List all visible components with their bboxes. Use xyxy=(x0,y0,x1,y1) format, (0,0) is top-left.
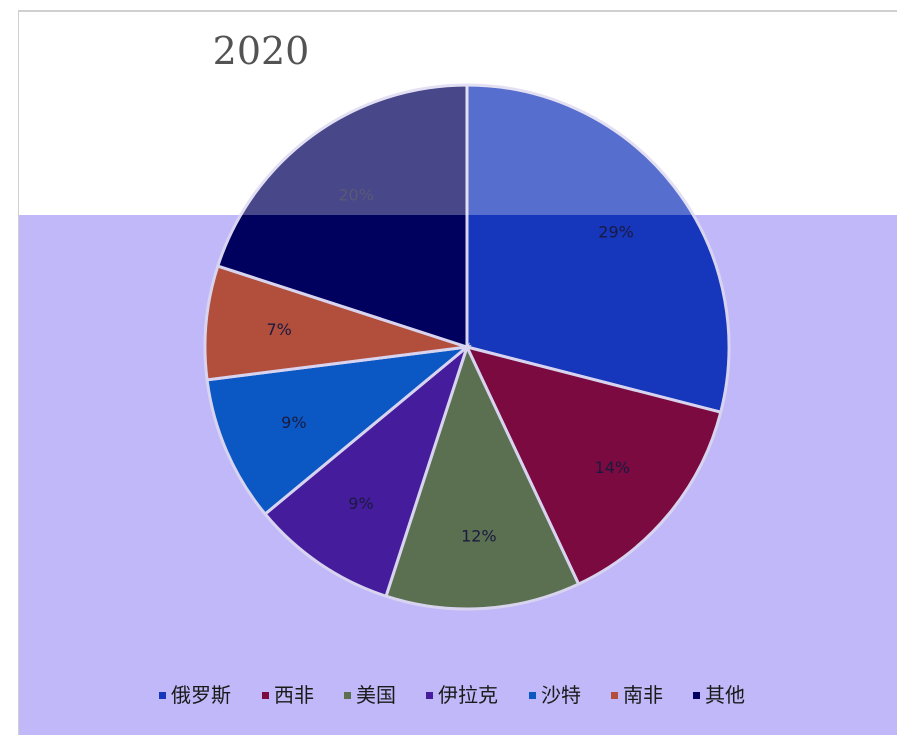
legend-label: 南非 xyxy=(623,683,663,707)
legend-swatch xyxy=(611,692,618,699)
data-label: 20% xyxy=(338,185,374,204)
legend-label: 西非 xyxy=(274,683,314,707)
pie-slice xyxy=(215,83,469,350)
legend-label: 其他 xyxy=(705,683,745,707)
pie-slice xyxy=(203,264,468,382)
pie-slice xyxy=(465,83,731,414)
pie-slice xyxy=(384,342,581,611)
legend-swatch xyxy=(159,692,166,699)
legend-label: 俄罗斯 xyxy=(171,683,231,707)
pie-chart: 2020 29% 14% 12% 9% 9% 7% 20% 俄罗斯 西非 美国 伊拉克 沙特 南非 其他 xyxy=(19,12,897,735)
legend-label: 沙特 xyxy=(541,683,581,707)
data-label: 7% xyxy=(267,320,292,339)
data-label: 9% xyxy=(348,494,373,513)
data-label: 29% xyxy=(598,222,634,241)
chart-frame: 2020 29% 14% 12% 9% 9% 7% 20% 俄罗斯 西非 美国 伊拉克 沙特 南非 其他 xyxy=(18,10,897,735)
legend-swatch xyxy=(426,692,433,699)
pie-slice xyxy=(205,344,472,517)
legend-label: 美国 xyxy=(356,683,396,707)
data-label: 9% xyxy=(281,413,306,432)
pie-slice xyxy=(263,342,471,599)
legend-swatch xyxy=(262,692,269,699)
data-label: 12% xyxy=(461,526,497,545)
legend-swatch xyxy=(529,692,536,699)
pie-slice xyxy=(464,344,723,587)
legend-swatch xyxy=(693,692,700,699)
legend-swatch xyxy=(344,692,351,699)
chart-title: 2020 xyxy=(213,29,310,73)
data-label: 14% xyxy=(595,458,631,477)
legend-label: 伊拉克 xyxy=(438,683,498,707)
